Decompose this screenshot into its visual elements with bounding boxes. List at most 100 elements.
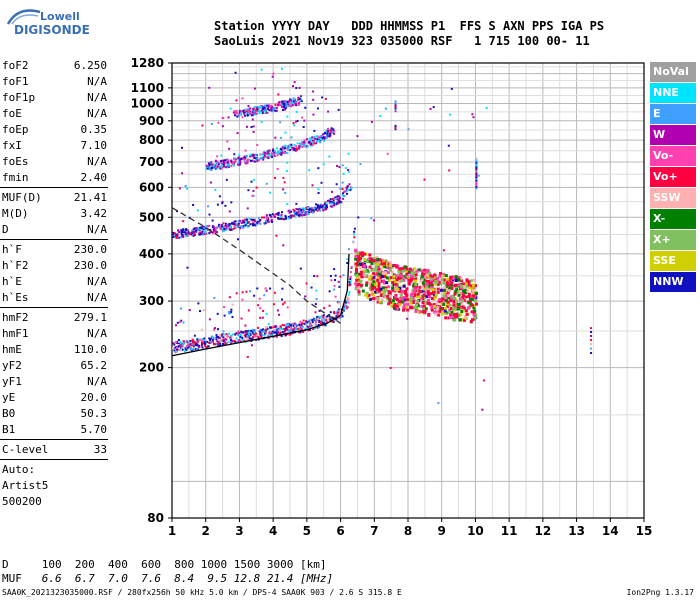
echo-point xyxy=(369,259,373,263)
echo-point xyxy=(242,226,245,229)
echo-point xyxy=(475,179,478,182)
echo-point xyxy=(367,281,371,285)
echo-point xyxy=(238,340,241,343)
echo-point xyxy=(375,288,379,292)
echo-point xyxy=(205,164,208,167)
echo-point xyxy=(337,198,340,201)
echo-point xyxy=(384,286,388,290)
echo-point xyxy=(230,159,233,162)
echo-point xyxy=(250,218,253,221)
echo-point xyxy=(297,96,300,99)
x-tick-label: 2 xyxy=(202,524,210,538)
echo-point xyxy=(333,268,336,271)
echo-point xyxy=(268,109,271,112)
echo-point xyxy=(194,348,197,351)
echo-point xyxy=(199,310,202,313)
echo-point xyxy=(251,194,254,197)
echo-point xyxy=(233,220,236,223)
echo-point xyxy=(232,164,235,167)
echo-point xyxy=(379,276,383,280)
echo-point xyxy=(347,298,350,301)
echo-point xyxy=(253,87,256,90)
echo-point xyxy=(254,110,257,113)
echo-point xyxy=(430,288,434,292)
echo-point xyxy=(430,297,434,301)
echo-point xyxy=(448,308,452,312)
echo-point xyxy=(473,316,477,320)
echo-point xyxy=(370,217,373,220)
echo-point xyxy=(292,214,295,217)
echo-point xyxy=(264,152,267,155)
echo-point xyxy=(239,111,242,114)
echo-point xyxy=(284,328,287,331)
echo-point xyxy=(264,328,267,331)
echo-point xyxy=(449,297,453,301)
y-tick-label: 700 xyxy=(139,155,164,169)
echo-point xyxy=(326,321,329,324)
x-tick-label: 15 xyxy=(636,524,653,538)
echo-point xyxy=(246,332,249,335)
echo-point xyxy=(347,248,350,251)
echo-point xyxy=(290,100,293,103)
echo-point xyxy=(417,295,421,299)
echo-point xyxy=(244,161,247,164)
echo-point xyxy=(392,279,396,283)
echo-point xyxy=(333,311,336,314)
echo-point xyxy=(405,268,409,272)
echo-point xyxy=(464,295,468,299)
echo-point xyxy=(314,321,317,324)
echo-point xyxy=(356,255,360,259)
echo-point xyxy=(416,304,420,308)
echo-point xyxy=(253,160,256,163)
echo-point xyxy=(220,224,223,227)
legend-nnw: NNW xyxy=(650,272,696,292)
echo-point xyxy=(200,328,203,331)
echo-point xyxy=(348,291,351,294)
echo-point xyxy=(298,86,301,89)
echo-point xyxy=(446,300,450,304)
echo-point xyxy=(274,149,277,152)
echo-point xyxy=(398,286,402,290)
echo-point xyxy=(189,348,192,351)
echo-point xyxy=(482,379,485,382)
echo-point xyxy=(467,280,471,284)
echo-point xyxy=(389,268,393,272)
echo-point xyxy=(304,327,307,330)
echo-point xyxy=(254,333,257,336)
echo-point xyxy=(475,187,478,190)
echo-point xyxy=(346,258,349,261)
echo-point xyxy=(324,97,327,100)
echo-point xyxy=(448,303,452,307)
echo-point xyxy=(421,277,425,281)
echo-point xyxy=(326,200,329,203)
echo-point xyxy=(359,285,363,289)
echo-point xyxy=(443,286,447,290)
echo-point xyxy=(237,158,240,161)
echo-point xyxy=(301,145,304,148)
echo-point xyxy=(206,165,209,168)
echo-point xyxy=(319,204,322,207)
echo-point xyxy=(362,273,366,277)
echo-point xyxy=(370,285,374,289)
echo-point xyxy=(273,214,276,217)
y-tick-label: 500 xyxy=(139,210,164,224)
echo-point xyxy=(337,308,340,311)
echo-point xyxy=(295,328,298,331)
echo-point xyxy=(367,260,371,264)
echo-point xyxy=(590,343,593,346)
echo-point xyxy=(299,331,302,334)
echo-point xyxy=(295,324,298,327)
echo-point xyxy=(214,327,217,330)
echo-point xyxy=(449,295,453,299)
echo-point xyxy=(276,153,279,156)
echo-point xyxy=(176,234,179,237)
echo-point xyxy=(425,282,429,286)
echo-point xyxy=(280,327,283,330)
echo-point xyxy=(312,320,315,323)
echo-point xyxy=(303,207,306,210)
echo-point xyxy=(330,127,333,130)
echo-point xyxy=(317,316,320,319)
param-row-b0: B0 50.3 xyxy=(0,406,112,422)
echo-point xyxy=(181,343,184,346)
echo-point xyxy=(213,231,216,234)
